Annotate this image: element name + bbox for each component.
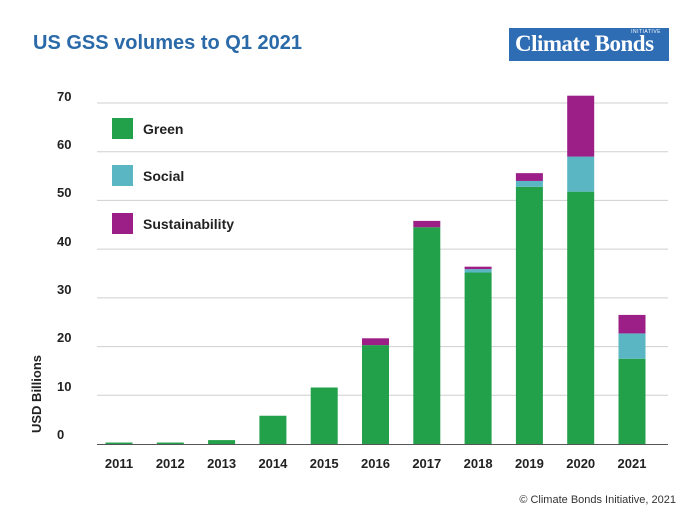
legend-label-social: Social <box>143 168 184 184</box>
y-tick-label: 30 <box>57 282 71 297</box>
bar-green-2012 <box>156 442 184 444</box>
bar-social-2020 <box>567 156 595 192</box>
y-tick-label: 40 <box>57 234 71 249</box>
bar-green-2011 <box>105 442 133 444</box>
x-tick-label: 2017 <box>412 456 441 471</box>
bar-sustainability-2017 <box>413 220 441 228</box>
bar-social-2018 <box>464 269 492 273</box>
x-tick-label: 2018 <box>464 456 493 471</box>
x-tick-label: 2016 <box>361 456 390 471</box>
bar-green-2017 <box>413 227 441 444</box>
logo-text: Climate Bonds <box>515 31 654 56</box>
chart-title: US GSS volumes to Q1 2021 <box>33 32 302 54</box>
legend: Green Social Sustainability <box>112 118 234 234</box>
legend-label-sustainability: Sustainability <box>143 216 234 232</box>
y-axis-label: USD Billions <box>29 355 44 433</box>
x-tick-label: 2019 <box>515 456 544 471</box>
x-tick-label: 2013 <box>207 456 236 471</box>
bar-green-2015 <box>310 387 338 444</box>
bar-sustainability-2018 <box>464 266 492 270</box>
y-tick-label: 10 <box>57 379 71 394</box>
bar-green-2013 <box>208 440 236 444</box>
bar-green-2021 <box>618 358 646 444</box>
bar-social-2019 <box>515 180 543 187</box>
bar-sustainability-2020 <box>567 95 595 157</box>
bars <box>105 95 646 444</box>
legend-swatch-green <box>112 118 133 139</box>
y-tick-label: 70 <box>57 89 71 104</box>
bar-green-2020 <box>567 191 595 444</box>
bar-green-2014 <box>259 415 287 444</box>
y-tick-label: 0 <box>57 427 64 442</box>
x-tick-label: 2012 <box>156 456 185 471</box>
bar-sustainability-2019 <box>515 173 543 181</box>
bar-social-2021 <box>618 333 646 359</box>
bar-sustainability-2021 <box>618 314 646 334</box>
x-tick-label: 2021 <box>618 456 647 471</box>
y-axis-ticks: 0 10 20 30 40 50 60 70 <box>57 89 71 442</box>
bar-green-2019 <box>515 186 543 444</box>
bar-green-2018 <box>464 272 492 444</box>
bar-sustainability-2016 <box>362 338 389 346</box>
logo-subtext: INITIATIVE <box>631 29 661 35</box>
copyright-footer: © Climate Bonds Initiative, 2021 <box>519 494 676 506</box>
legend-swatch-social <box>112 165 133 186</box>
legend-swatch-sustainability <box>112 213 133 234</box>
y-tick-label: 20 <box>57 330 71 345</box>
bar-green-2016 <box>362 345 389 444</box>
x-tick-label: 2011 <box>105 456 133 471</box>
y-tick-label: 60 <box>57 137 71 152</box>
legend-label-green: Green <box>143 121 183 137</box>
x-tick-label: 2020 <box>566 456 595 471</box>
y-tick-label: 50 <box>57 185 71 200</box>
x-axis-ticks: 2011 2012 2013 2014 2015 2016 2017 2018 2019 2020… <box>105 456 647 471</box>
x-tick-label: 2015 <box>310 456 339 471</box>
x-tick-label: 2014 <box>258 456 288 471</box>
climate-bonds-logo: INITIATIVE Climate Bonds <box>509 28 669 61</box>
